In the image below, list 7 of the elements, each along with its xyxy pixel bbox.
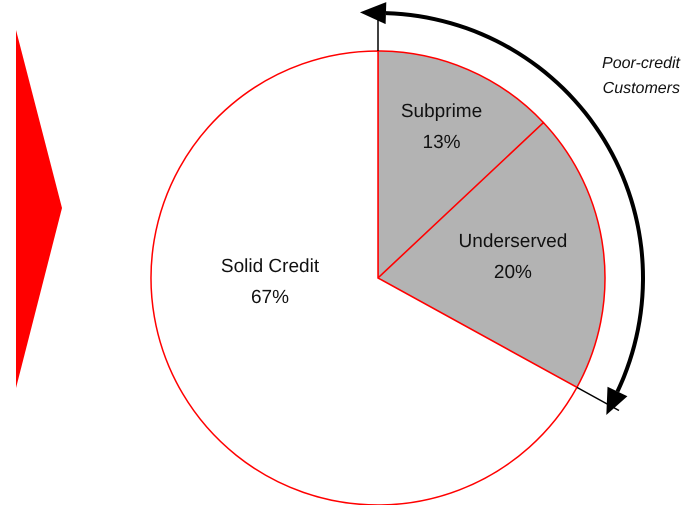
- slice-label: Subprime: [400, 101, 482, 122]
- text: Poor-credit Customers: [602, 55, 681, 97]
- data-label: 67%: [250, 287, 290, 308]
- data-label: 13%: [422, 132, 461, 154]
- slice-label: Solid Credit: [220, 256, 320, 277]
- slice-label: Underserved: [458, 230, 568, 252]
- data-label: 20%: [494, 262, 532, 283]
